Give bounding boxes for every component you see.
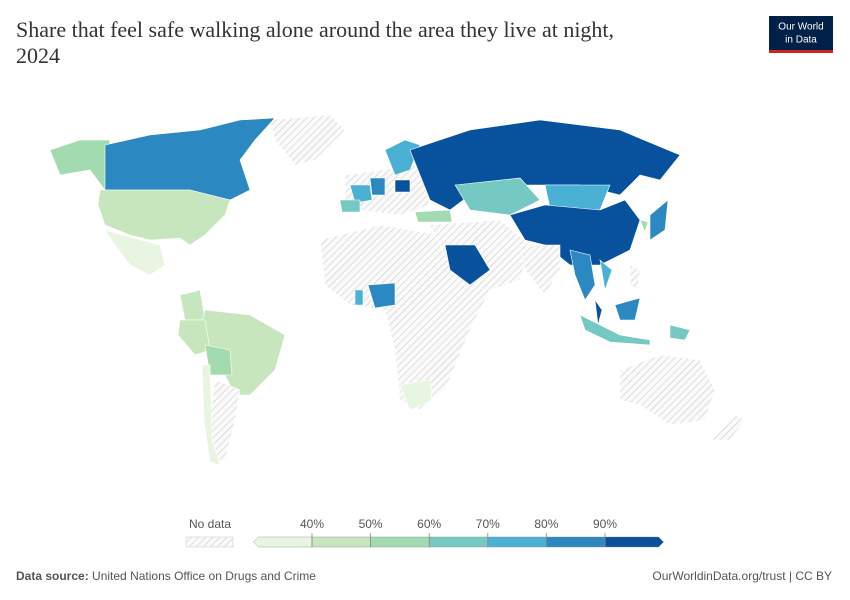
- legend-bin: [487, 536, 547, 548]
- country[interactable]: [579, 314, 651, 346]
- country[interactable]: [599, 259, 613, 291]
- country[interactable]: [367, 282, 396, 309]
- country[interactable]: [104, 229, 166, 276]
- country[interactable]: [409, 119, 681, 211]
- country[interactable]: [614, 297, 641, 321]
- legend-bin: [253, 536, 313, 548]
- country[interactable]: [639, 219, 649, 233]
- legend-bin: [370, 536, 430, 548]
- country[interactable]: [519, 244, 561, 296]
- footer-license[interactable]: OurWorldinData.org/trust | CC BY: [652, 569, 832, 583]
- country[interactable]: [569, 249, 596, 301]
- country[interactable]: [104, 117, 276, 201]
- country[interactable]: [619, 354, 716, 426]
- title: 2024: [16, 43, 60, 68]
- title: Share that feel safe walking alone aroun…: [16, 17, 614, 42]
- country[interactable]: [201, 364, 221, 466]
- country[interactable]: [177, 319, 211, 356]
- legend: No data 40% 50% 60% 70% 80% 90%: [185, 517, 664, 548]
- country[interactable]: [594, 299, 603, 326]
- country[interactable]: [394, 179, 411, 193]
- no-data-swatch: [185, 536, 234, 548]
- country[interactable]: [269, 114, 346, 166]
- country[interactable]: [454, 177, 541, 216]
- country[interactable]: [669, 324, 691, 341]
- country[interactable]: [179, 289, 206, 321]
- legend-bin: [604, 536, 664, 548]
- logo-text: Our World: [778, 22, 823, 33]
- country[interactable]: [97, 189, 231, 246]
- source-label: Data source:: [16, 569, 89, 583]
- country[interactable]: [399, 379, 433, 411]
- country[interactable]: [629, 264, 641, 291]
- logo-text: in Data: [785, 35, 817, 46]
- world-map: [49, 114, 746, 466]
- source: United Nations Office on Drugs and Crime: [92, 569, 316, 583]
- country[interactable]: [354, 289, 364, 306]
- legend-tick-label: 90%: [593, 517, 617, 531]
- legend-tick-label: 70%: [476, 517, 500, 531]
- legend-no-data: No data: [189, 517, 231, 531]
- country[interactable]: [369, 177, 386, 196]
- country[interactable]: [649, 199, 669, 241]
- legend-tick-label: 40%: [300, 517, 324, 531]
- country[interactable]: [339, 199, 361, 213]
- country[interactable]: [509, 199, 641, 266]
- legend-tick-label: 50%: [359, 517, 383, 531]
- country[interactable]: [414, 209, 453, 223]
- legend-bin: [429, 536, 489, 548]
- footer-source: Data source: United Nations Office on Dr…: [16, 569, 316, 583]
- legend-tick-label: 80%: [534, 517, 558, 531]
- legend-tick-label: 60%: [417, 517, 441, 531]
- country[interactable]: [444, 244, 491, 286]
- country[interactable]: [49, 139, 111, 191]
- logo[interactable]: Our World in Data: [769, 16, 833, 53]
- country[interactable]: [711, 414, 746, 441]
- legend-bin: [311, 536, 371, 548]
- legend-bin: [546, 536, 606, 548]
- country[interactable]: [349, 184, 373, 204]
